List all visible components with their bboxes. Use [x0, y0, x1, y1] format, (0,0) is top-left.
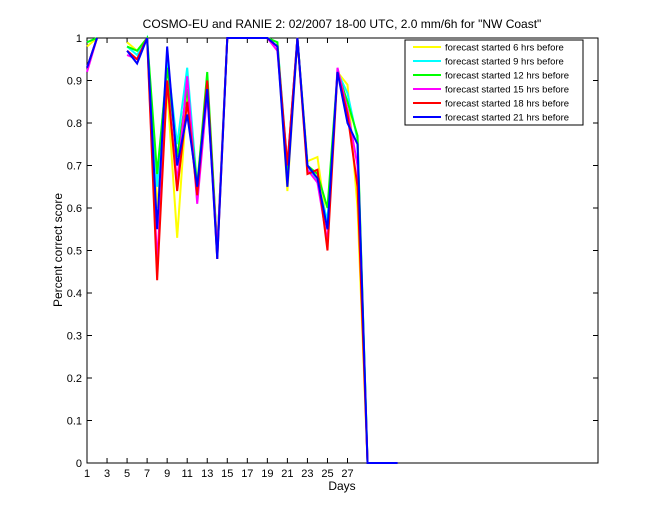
x-tick-label: 25 — [321, 468, 333, 480]
x-tick-label: 1 — [84, 468, 90, 480]
x-tick-label: 23 — [301, 468, 313, 480]
y-tick-label: 0.5 — [67, 246, 82, 258]
legend-label: forecast started 12 hrs before — [445, 71, 569, 82]
y-tick-label: 0.2 — [67, 373, 82, 385]
legend-box — [404, 39, 584, 126]
x-tick-label: 9 — [164, 468, 170, 480]
legend-label: forecast started 18 hrs before — [445, 99, 569, 110]
y-tick-label: 0.9 — [67, 76, 82, 88]
legend-label: forecast started 21 hrs before — [445, 113, 569, 124]
x-tick-label: 15 — [221, 468, 233, 480]
x-tick-label: 11 — [181, 468, 192, 480]
y-tick-label: 1 — [76, 33, 82, 45]
x-tick-label: 19 — [261, 468, 273, 480]
chart-title: COSMO-EU and RANIE 2: 02/2007 18-00 UTC,… — [143, 17, 542, 31]
x-tick-label: 3 — [104, 468, 110, 480]
x-tick-label: 7 — [144, 468, 150, 480]
y-tick-label: 0.7 — [67, 161, 82, 173]
x-tick-label: 17 — [241, 468, 253, 480]
legend-label: forecast started 9 hrs before — [445, 57, 564, 68]
x-tick-label: 27 — [341, 468, 353, 480]
x-axis-label: Days — [328, 479, 355, 493]
y-axis-label: Percent correct score — [51, 193, 65, 307]
series-line — [86, 37, 398, 464]
legend-label: forecast started 15 hrs before — [445, 85, 569, 96]
x-tick-label: 13 — [201, 468, 213, 480]
y-tick-label: 0.1 — [67, 416, 82, 428]
x-tick-label: 5 — [124, 468, 130, 480]
x-tick-label: 21 — [281, 468, 293, 480]
y-tick-label: 0.3 — [67, 331, 82, 343]
y-tick-label: 0.6 — [67, 203, 82, 215]
legend-label: forecast started 6 hrs before — [445, 43, 564, 54]
y-tick-label: 0.4 — [67, 288, 82, 300]
y-tick-label: 0 — [76, 458, 82, 470]
y-tick-label: 0.8 — [67, 118, 82, 130]
